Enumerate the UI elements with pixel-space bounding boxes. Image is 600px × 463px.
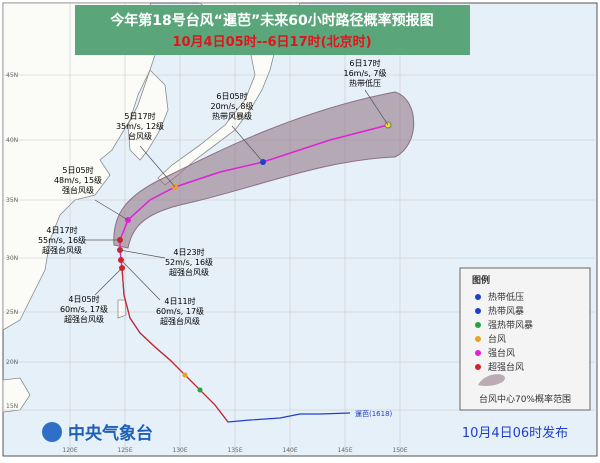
logo [42, 422, 62, 442]
label-category: 超强台风级 [169, 267, 209, 277]
legend-swatch [475, 322, 481, 328]
label-time: 4日11时 [164, 296, 195, 306]
label-category: 超强台风级 [64, 314, 104, 324]
lon-label: 145E [337, 447, 352, 454]
label-category: 强台风级 [62, 185, 94, 195]
legend-item: 台风 [488, 333, 506, 345]
lon-labels: 120E 125E 130E 135E 140E 145E 150E [62, 447, 407, 454]
point [197, 387, 203, 393]
label-intensity: 35m/s, 12级 [116, 121, 164, 131]
label-category: 超强台风级 [42, 245, 82, 255]
lat-label: 25N [6, 309, 18, 316]
legend-title: 图例 [472, 274, 490, 286]
label-intensity: 60m/s, 17级 [60, 304, 108, 314]
label-category: 超强台风级 [160, 316, 200, 326]
label-time: 4日23时 [173, 247, 204, 257]
legend-swatch [475, 294, 481, 300]
title: 今年第18号台风“暹芭”未来60小时路径概率预报图 [109, 12, 433, 29]
label-time: 6日05时 [216, 91, 247, 101]
issued: 10月4日06时发布 [462, 425, 568, 441]
lon-label: 135E [227, 447, 242, 454]
label-time: 4日17时 [46, 225, 77, 235]
lon-label: 120E [62, 447, 77, 454]
agency: 中央气象台 [68, 423, 153, 444]
legend-item: 强台风 [488, 347, 515, 359]
label-intensity: 55m/s, 16级 [38, 235, 86, 245]
lat-label: 30N [6, 255, 18, 262]
legend-swatch [475, 350, 481, 356]
legend-box [459, 267, 591, 411]
legend-item: 热带风暴 [488, 305, 524, 317]
legend-cone-label: 台风中心70%概率范围 [479, 393, 571, 405]
label-category: 热带低压 [349, 78, 381, 88]
label-intensity: 16m/s, 7级 [343, 68, 386, 78]
label-category: 热带风暴级 [212, 111, 252, 121]
legend-cone [478, 374, 505, 387]
legend-swatch [475, 308, 481, 314]
label-intensity: 60m/s, 17级 [156, 306, 204, 316]
lat-label: 40N [6, 137, 18, 144]
title-box [75, 5, 470, 55]
label-category: 台风级 [128, 131, 152, 141]
label-intensity: 20m/s, 8级 [210, 101, 253, 111]
legend-swatch [475, 336, 481, 342]
lat-label: 15N [6, 403, 18, 410]
probability-cone [113, 91, 415, 249]
lon-label: 140E [282, 447, 297, 454]
label-time: 5日05时 [62, 165, 93, 175]
lon-label: 125E [117, 447, 132, 454]
point [182, 372, 188, 378]
storm-name: 暹芭(1618) [355, 409, 393, 418]
forecast-track [119, 124, 389, 269]
past-track-red [121, 267, 229, 423]
label-time: 6日17时 [349, 58, 380, 68]
legend-item: 超强台风 [488, 361, 524, 373]
lat-labels: 45N 40N 35N 30N 25N 20N 15N [6, 72, 18, 410]
leader-lines [85, 89, 389, 301]
track-labels: 6日17时 16m/s, 7级 热带低压 6日05时 20m/s, 8级 热带风… [38, 58, 387, 326]
label-time: 5日17时 [124, 111, 155, 121]
legend-swatch [475, 364, 481, 370]
subtitle: 10月4日05时--6日17时(北京时) [172, 34, 371, 50]
label-intensity: 48m/s, 15级 [54, 175, 102, 185]
label-time: 4日05时 [68, 294, 99, 304]
legend: 图例 热带低压 热带风暴 强热带风暴 台风 强台风 超强台风 台风中心70%概率… [459, 267, 591, 411]
legend-item: 强热带风暴 [488, 319, 533, 331]
lon-label: 150E [392, 447, 407, 454]
lat-label: 20N [6, 359, 18, 366]
legend-item: 热带低压 [488, 291, 524, 303]
lat-label: 45N [6, 72, 18, 79]
label-intensity: 52m/s, 16级 [165, 257, 213, 267]
lon-label: 130E [172, 447, 187, 454]
lat-label: 35N [6, 197, 18, 204]
